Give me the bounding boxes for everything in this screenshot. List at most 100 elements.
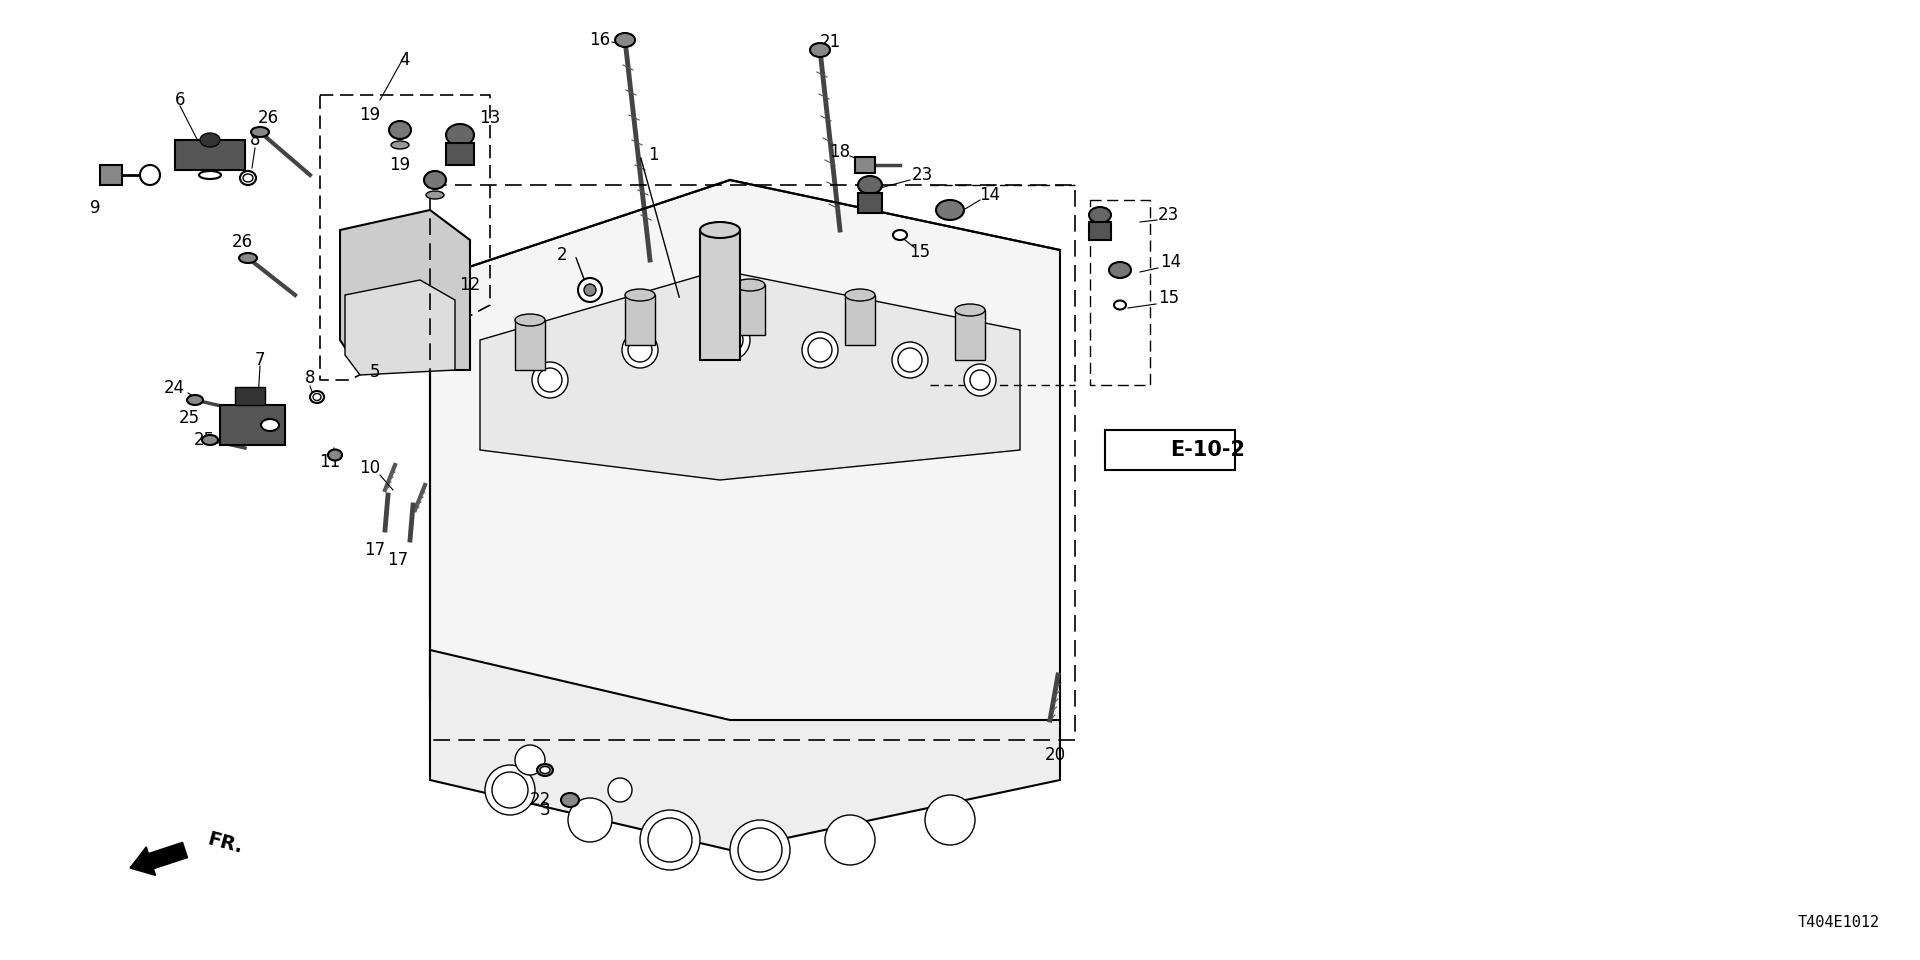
- Circle shape: [538, 368, 563, 392]
- Ellipse shape: [893, 230, 906, 240]
- Circle shape: [584, 284, 595, 296]
- Ellipse shape: [392, 141, 409, 149]
- Bar: [221, 405, 284, 445]
- Bar: [735, 285, 764, 335]
- Text: 26: 26: [232, 233, 253, 251]
- FancyArrow shape: [131, 842, 188, 876]
- Bar: [845, 295, 876, 345]
- Bar: [515, 320, 545, 370]
- Circle shape: [716, 327, 743, 353]
- Text: 26: 26: [257, 109, 278, 127]
- Ellipse shape: [200, 171, 221, 179]
- Ellipse shape: [252, 127, 269, 137]
- Text: 14: 14: [979, 186, 1000, 204]
- Text: FR.: FR.: [205, 829, 244, 857]
- Circle shape: [964, 364, 996, 396]
- Circle shape: [737, 828, 781, 872]
- Text: 11: 11: [319, 453, 340, 471]
- Circle shape: [899, 348, 922, 372]
- Circle shape: [808, 338, 831, 362]
- Circle shape: [730, 820, 789, 880]
- Text: 22: 22: [530, 791, 551, 809]
- Bar: [854, 157, 876, 173]
- Text: 1: 1: [649, 146, 659, 164]
- Bar: [954, 310, 985, 360]
- Ellipse shape: [954, 304, 985, 316]
- Circle shape: [639, 810, 701, 870]
- Bar: [445, 143, 474, 165]
- Polygon shape: [340, 210, 470, 370]
- Ellipse shape: [313, 394, 321, 400]
- Polygon shape: [430, 180, 1060, 760]
- Text: 19: 19: [359, 106, 380, 124]
- Ellipse shape: [426, 191, 444, 199]
- Ellipse shape: [1114, 300, 1125, 309]
- Text: E-10-2: E-10-2: [1169, 440, 1244, 460]
- Text: 17: 17: [388, 551, 409, 569]
- Circle shape: [970, 370, 991, 390]
- Circle shape: [609, 778, 632, 802]
- Circle shape: [622, 332, 659, 368]
- Ellipse shape: [238, 253, 257, 263]
- Ellipse shape: [845, 289, 876, 301]
- Text: 12: 12: [459, 276, 480, 294]
- Ellipse shape: [261, 419, 278, 431]
- Polygon shape: [346, 280, 455, 375]
- Ellipse shape: [614, 33, 636, 47]
- Ellipse shape: [538, 764, 553, 776]
- Text: 9: 9: [90, 199, 100, 217]
- Text: 23: 23: [1158, 206, 1179, 224]
- Ellipse shape: [858, 176, 881, 194]
- Circle shape: [826, 815, 876, 865]
- Text: 7: 7: [255, 351, 265, 369]
- Circle shape: [803, 332, 837, 368]
- Circle shape: [532, 362, 568, 398]
- Bar: [1089, 222, 1112, 240]
- Text: 21: 21: [820, 33, 841, 51]
- Text: 18: 18: [829, 143, 851, 161]
- Text: 16: 16: [589, 31, 611, 49]
- FancyBboxPatch shape: [1106, 430, 1235, 470]
- Ellipse shape: [701, 222, 739, 238]
- Ellipse shape: [626, 289, 655, 301]
- Text: 25: 25: [179, 409, 200, 427]
- Ellipse shape: [735, 279, 764, 291]
- Bar: [175, 140, 246, 170]
- Polygon shape: [480, 270, 1020, 480]
- Text: 14: 14: [1160, 253, 1181, 271]
- Text: 2: 2: [557, 246, 566, 264]
- Ellipse shape: [309, 391, 324, 403]
- Ellipse shape: [937, 200, 964, 220]
- Ellipse shape: [328, 449, 342, 461]
- Circle shape: [628, 338, 653, 362]
- Text: 23: 23: [912, 166, 933, 184]
- Ellipse shape: [424, 171, 445, 189]
- Text: 4: 4: [399, 51, 411, 69]
- Text: 15: 15: [910, 243, 931, 261]
- Circle shape: [649, 818, 691, 862]
- Text: 3: 3: [540, 801, 551, 819]
- Bar: [100, 165, 123, 185]
- Bar: [858, 193, 881, 213]
- Bar: [701, 230, 739, 360]
- Ellipse shape: [240, 171, 255, 185]
- Circle shape: [710, 320, 751, 360]
- Ellipse shape: [445, 124, 474, 146]
- Bar: [234, 387, 265, 405]
- Ellipse shape: [561, 793, 580, 807]
- Ellipse shape: [202, 435, 219, 445]
- Circle shape: [486, 765, 536, 815]
- Ellipse shape: [390, 121, 411, 139]
- Circle shape: [893, 342, 927, 378]
- Text: 25: 25: [194, 431, 215, 449]
- Text: 10: 10: [359, 459, 380, 477]
- Circle shape: [492, 772, 528, 808]
- Text: 5: 5: [371, 363, 380, 381]
- Text: 8: 8: [250, 131, 261, 149]
- Bar: [626, 295, 655, 345]
- Text: 20: 20: [1044, 746, 1066, 764]
- Ellipse shape: [810, 43, 829, 57]
- Text: T404E1012: T404E1012: [1797, 915, 1880, 930]
- Circle shape: [578, 278, 603, 302]
- Text: 13: 13: [480, 109, 501, 127]
